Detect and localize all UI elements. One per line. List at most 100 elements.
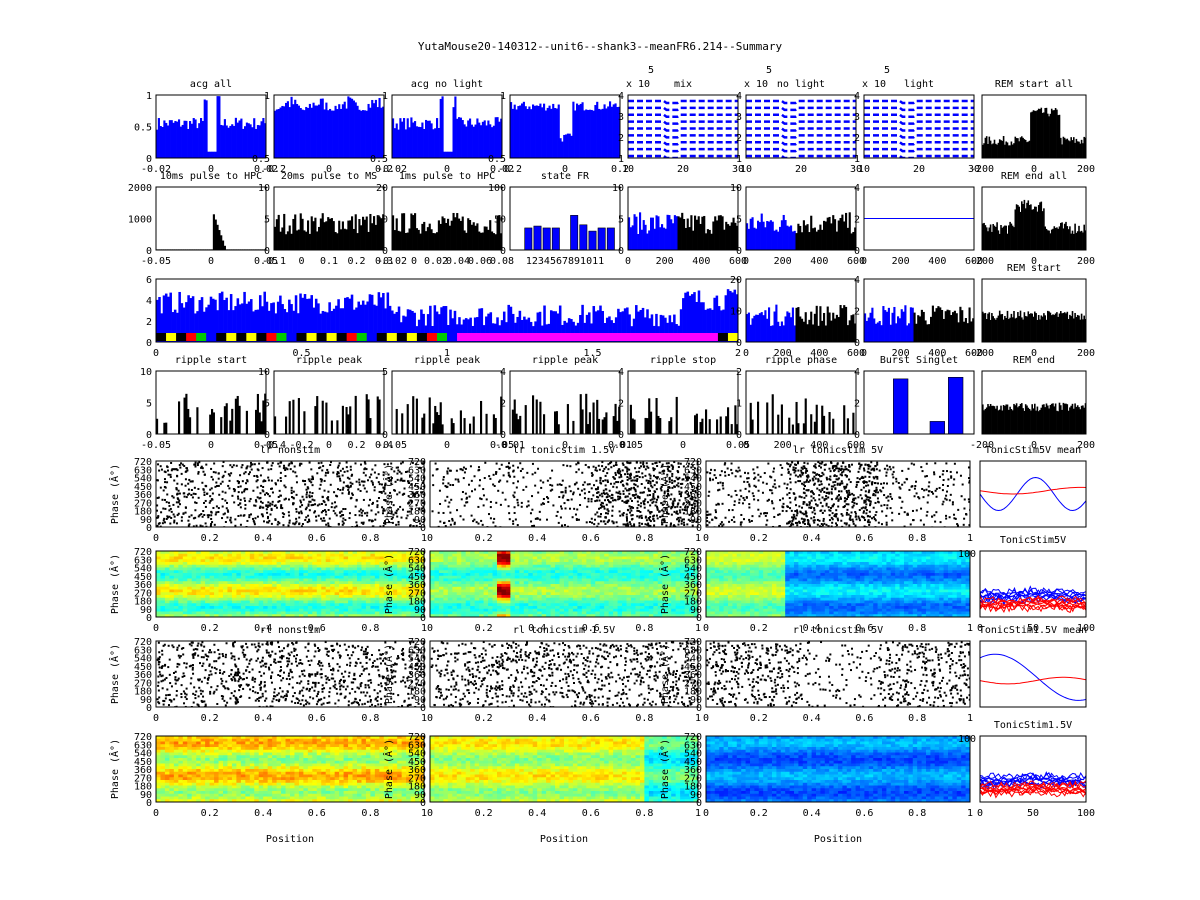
histogram-bar <box>1009 221 1011 250</box>
scatter-point <box>677 523 680 526</box>
heatmap-cell <box>156 562 162 566</box>
histogram-bar <box>550 108 553 158</box>
scatter-point <box>398 470 401 473</box>
histogram-bar <box>305 106 308 158</box>
histogram-bar <box>321 213 324 250</box>
rem-start-all-xtick-label: -200 <box>970 164 994 175</box>
scatter-point <box>388 506 391 509</box>
scatter-point <box>968 479 970 482</box>
heatmap-cell <box>164 553 170 558</box>
acg-all-xtick-label: 0.02 <box>254 164 278 175</box>
heatmap-cell <box>196 570 202 574</box>
scatter-point <box>277 520 280 523</box>
scatter-point <box>322 517 325 520</box>
scatter-point <box>803 522 806 525</box>
scatter-point <box>239 485 242 488</box>
scatter-point <box>781 509 784 512</box>
scatter-point <box>653 514 656 517</box>
histogram-bar <box>347 414 350 434</box>
histogram-bar <box>318 104 321 158</box>
scatter-point <box>644 468 647 471</box>
scatter-point <box>691 519 694 522</box>
scatter-point <box>634 467 637 470</box>
histogram-bar <box>1048 311 1050 342</box>
scatter-point <box>834 480 837 483</box>
pulse-ms-title: 20ms pulse to MS <box>281 171 377 182</box>
pulse-ms-xtick-label: 0.1 <box>320 256 338 267</box>
scatter-point <box>468 495 471 498</box>
scatter-point <box>329 463 332 466</box>
scatter-point <box>410 483 413 486</box>
scatter-point <box>607 468 610 471</box>
scatter-point <box>743 471 746 474</box>
scatter-point <box>221 465 224 468</box>
histogram-bar <box>454 217 457 250</box>
scatter-point <box>319 466 322 469</box>
scatter-point <box>843 497 846 500</box>
histogram-bar <box>227 127 230 158</box>
histogram-bar <box>395 123 398 158</box>
scatter-point <box>572 493 575 496</box>
scatter-point <box>794 521 797 524</box>
ripple-peak-1-ytick-label: 0 <box>264 430 270 441</box>
histogram-bar <box>277 109 280 158</box>
scatter-point <box>320 478 323 481</box>
histogram-bar <box>968 307 971 342</box>
scatter-point <box>602 470 605 473</box>
histogram-bar <box>1019 137 1022 158</box>
histogram-bar <box>1048 408 1050 434</box>
histogram-bar <box>989 140 992 158</box>
scatter-point <box>362 484 365 487</box>
histogram-bar <box>753 227 756 250</box>
scatter-point <box>212 471 215 474</box>
scatter-point <box>836 478 839 481</box>
histogram-bar <box>982 223 984 250</box>
scatter-point <box>792 468 795 471</box>
scatter-point <box>629 461 632 464</box>
scatter-point <box>350 474 353 477</box>
scatter-point <box>754 485 757 488</box>
histogram-bar <box>218 230 221 250</box>
histogram-bar <box>254 309 258 342</box>
histogram-bar <box>492 125 495 158</box>
histogram-bar <box>288 401 291 434</box>
scatter-point <box>951 503 954 506</box>
scatter-point <box>175 522 178 525</box>
long-fr-xtick-label: 1 <box>444 348 450 359</box>
scatter-point <box>871 483 874 486</box>
scatter-point <box>682 521 685 524</box>
scatter-point <box>673 499 676 502</box>
heatmap-cell <box>191 589 197 593</box>
scatter-point <box>646 465 649 468</box>
scatter-point <box>282 524 285 527</box>
scatter-point <box>233 501 236 504</box>
scatter-point <box>721 484 724 487</box>
histogram-bar <box>988 406 991 434</box>
scatter-point <box>933 471 936 474</box>
histogram-bar <box>303 230 306 250</box>
scatter-point <box>308 520 311 523</box>
heatmap-cell <box>160 573 166 577</box>
histogram-bar <box>565 134 568 158</box>
scatter-point <box>541 502 544 505</box>
scatter-point <box>264 480 267 483</box>
histogram-bar <box>395 311 399 342</box>
histogram-bar <box>554 108 557 158</box>
scatter-point <box>825 504 828 507</box>
scatter-point <box>479 497 482 500</box>
tonic5v-mean-title: TonicStim5V mean <box>985 445 1081 456</box>
scatter-point <box>865 509 868 512</box>
ripple-start-ytick-label: 0 <box>146 430 152 441</box>
histogram-bar <box>1070 316 1072 342</box>
scatter-point <box>375 476 378 479</box>
scatter-point <box>197 515 200 518</box>
histogram-bar <box>410 117 413 158</box>
scatter-point <box>447 505 450 508</box>
scatter-point <box>763 472 766 475</box>
scatter-point <box>266 461 269 464</box>
scatter-point <box>617 495 620 498</box>
rem-end-xtick-label: -200 <box>970 440 994 451</box>
scatter-point <box>661 523 664 526</box>
scatter-point <box>355 499 358 502</box>
heatmap-cell <box>196 592 202 596</box>
